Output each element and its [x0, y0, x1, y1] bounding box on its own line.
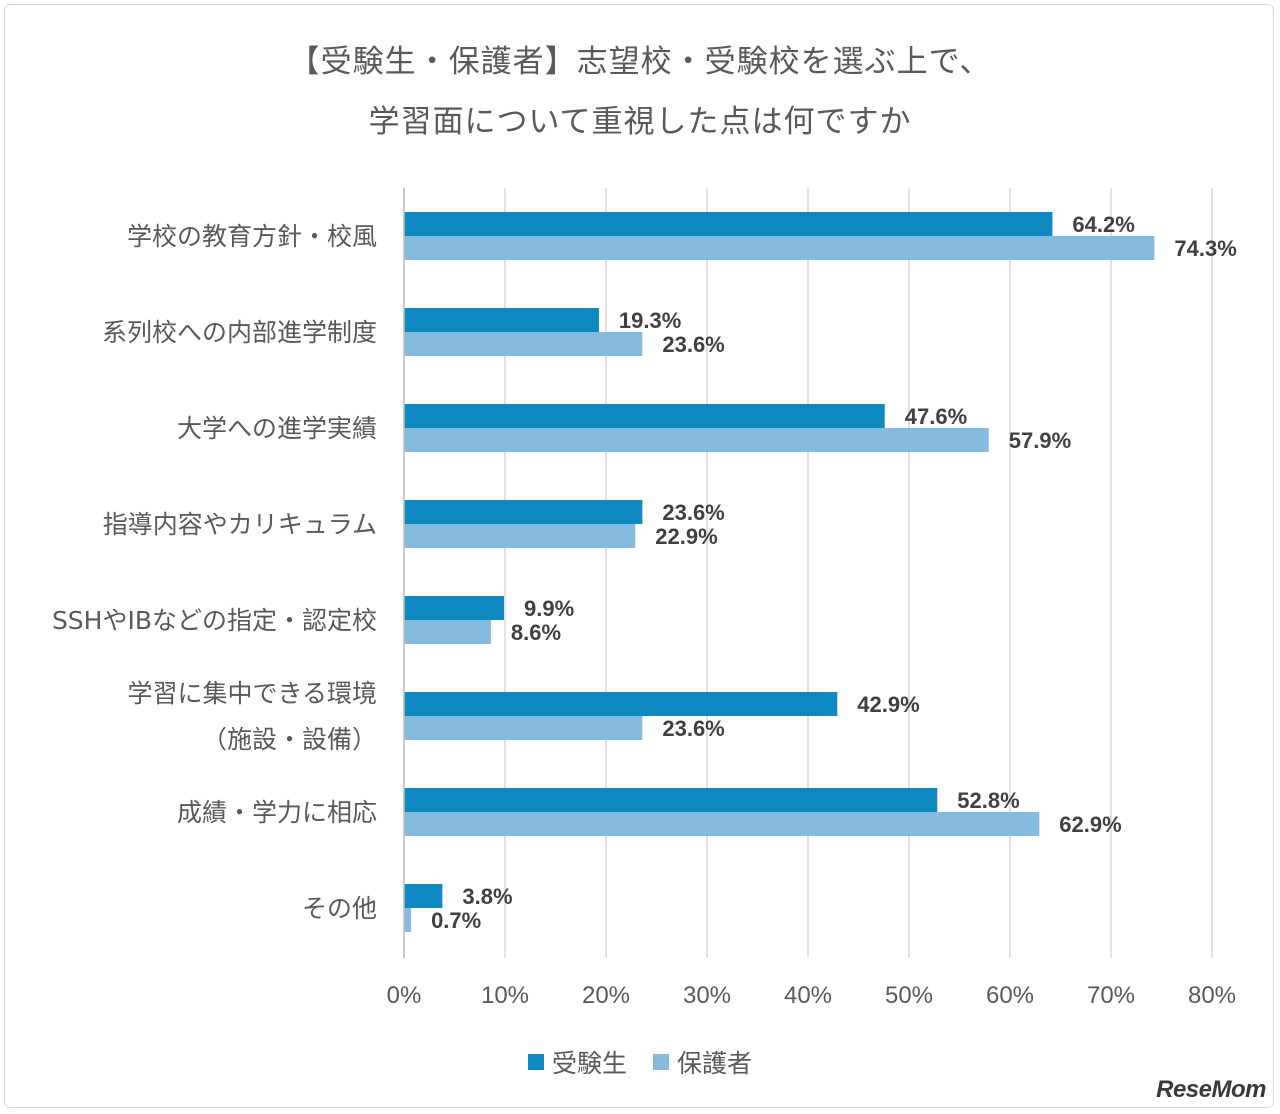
- legend-label-series-2: 保護者: [677, 1049, 753, 1078]
- data-label: 22.9%: [655, 524, 717, 549]
- bar-series-1: [404, 500, 643, 524]
- data-label: 0.7%: [431, 908, 481, 933]
- resemom-logo: ReseMom: [1156, 1076, 1266, 1103]
- x-tick-label: 70%: [1087, 982, 1135, 1009]
- x-tick-label: 60%: [986, 982, 1034, 1009]
- bar-series-1: [404, 884, 443, 908]
- chart-frame: [4, 4, 1274, 1108]
- category-label: SSHやIBなどの指定・認定校: [52, 606, 377, 635]
- legend-item-series-2: 保護者: [653, 1044, 752, 1080]
- legend: 受験生 保護者: [0, 1044, 1280, 1080]
- data-label: 23.6%: [662, 500, 724, 525]
- bar-series-2: [404, 620, 491, 644]
- bar-series-1: [404, 596, 504, 620]
- data-label: 64.2%: [1072, 212, 1134, 237]
- category-label: 大学への進学実績: [177, 414, 377, 443]
- bar-series-1: [404, 692, 838, 716]
- category-label: 系列校への内部進学制度: [102, 318, 377, 347]
- legend-swatch-series-2: [653, 1054, 669, 1070]
- x-tick-label: 20%: [582, 982, 630, 1009]
- x-tick-label: 0%: [387, 982, 422, 1009]
- bar-series-2: [404, 524, 636, 548]
- data-label: 9.9%: [524, 596, 574, 621]
- data-label: 42.9%: [857, 692, 919, 717]
- x-tick-label: 10%: [481, 982, 529, 1009]
- category-label: その他: [302, 894, 377, 923]
- chart-title-line1: 【受験生・保護者】志望校・受験校を選ぶ上で、: [288, 44, 992, 80]
- data-label: 74.3%: [1174, 236, 1236, 261]
- data-label: 52.8%: [957, 788, 1019, 813]
- data-label: 62.9%: [1059, 812, 1121, 837]
- category-label: 成績・学力に相応: [177, 798, 377, 827]
- bar-series-2: [404, 716, 643, 740]
- bar-series-1: [404, 404, 885, 428]
- category-label: （施設・設備）: [202, 725, 377, 754]
- category-label: 学習に集中できる環境: [127, 679, 377, 708]
- category-label: 指導内容やカリキュラム: [103, 510, 377, 539]
- bar-series-2: [404, 332, 643, 356]
- bar-series-2: [404, 236, 1155, 260]
- bar-series-2: [404, 428, 989, 452]
- bar-series-2: [404, 908, 412, 932]
- data-label: 57.9%: [1009, 428, 1071, 453]
- data-label: 23.6%: [662, 332, 724, 357]
- bar-series-1: [404, 788, 938, 812]
- legend-swatch-series-1: [527, 1054, 544, 1070]
- chart-title-line2: 学習面について重視した点は何ですか: [368, 104, 912, 140]
- x-tick-label: 50%: [885, 982, 933, 1009]
- data-label: 47.6%: [905, 404, 967, 429]
- data-label: 19.3%: [619, 308, 681, 333]
- data-label: 8.6%: [511, 620, 561, 645]
- x-tick-label: 80%: [1188, 982, 1236, 1009]
- legend-label-series-1: 受験生: [551, 1049, 627, 1078]
- category-label: 学校の教育方針・校風: [127, 222, 377, 251]
- x-tick-label: 30%: [683, 982, 731, 1009]
- data-label: 3.8%: [462, 884, 512, 909]
- bar-series-1: [404, 212, 1053, 236]
- legend-item-series-1: 受験生: [527, 1044, 627, 1080]
- data-label: 23.6%: [662, 716, 724, 741]
- x-tick-label: 40%: [784, 982, 832, 1009]
- bar-series-2: [404, 812, 1040, 836]
- bar-series-1: [404, 308, 599, 332]
